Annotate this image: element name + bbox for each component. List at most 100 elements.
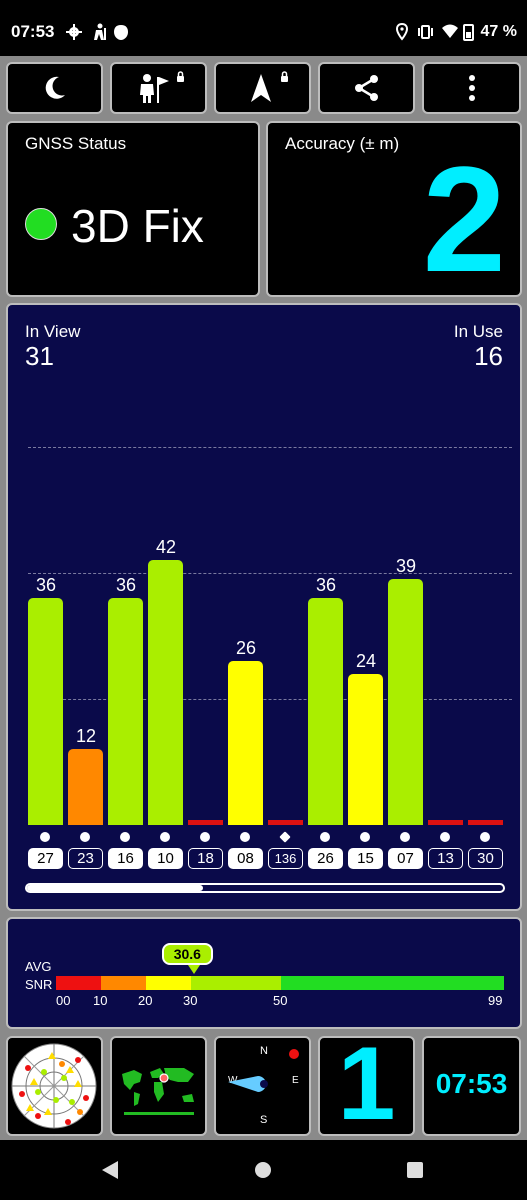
home-icon[interactable] [255,1162,271,1178]
in-use-label: In Use [453,322,503,341]
snr-bar-label: 36 [115,575,137,596]
snr-bar-label: 42 [155,537,177,558]
snr-average-panel[interactable]: AVG SNR 00 10 20 30 50 99 30.6 [6,917,522,1029]
satellite-id[interactable]: 18 [188,848,223,869]
avg-snr-value: 30.6 [173,946,201,962]
location-icon [396,22,409,41]
satellite-id[interactable]: 16 [108,848,143,869]
snr-scale-segment [146,976,191,990]
snr-scale-segment [191,976,281,990]
satellite-id[interactable]: 15 [348,848,383,869]
circle-marker-icon [40,832,50,842]
gnss-status-panel[interactable]: GNSS Status 3D Fix [6,121,260,297]
chart-scroll-thumb[interactable] [27,885,204,891]
gnss-fix-status: 3D Fix [71,200,204,252]
snr-scale-bar [56,976,504,990]
snr-bar-chart: 36 27 12 23 36 16 42 10 18 26 08 136 36 26 24 15 39 07 13 3… [8,305,520,909]
circle-marker-icon [400,832,410,842]
status-icons-right: 47 % [396,22,517,42]
in-view-count: 31 [25,341,54,371]
app-content: GNSS Status 3D Fix Accuracy (± m) 2 In V… [0,56,527,1140]
avg-label: AVG [25,959,52,974]
snr-bar [68,749,103,825]
circle-marker-icon [160,832,170,842]
clock-tile[interactable]: 07:53 [422,1036,521,1136]
snr-tick-label: 20 [138,993,153,1008]
snr-bar-label: 39 [395,556,417,577]
snr-bar [428,820,463,825]
snr-scale-segment [101,976,146,990]
accuracy-title: Accuracy (± m) [285,134,400,153]
snr-bar-label: 36 [35,575,57,596]
status-time: 07:53 [11,22,55,41]
snr-bar [108,598,143,825]
gear-icon [66,24,82,40]
more-options-button[interactable] [422,62,521,114]
circle-marker-icon [440,832,450,842]
snr-tick-label: 50 [273,993,288,1008]
satellite-id[interactable]: 136 [268,848,303,869]
back-icon[interactable] [102,1161,118,1179]
circle-marker-icon [480,832,490,842]
satellite-id[interactable]: 13 [428,848,463,869]
snr-bar [348,673,383,825]
circle-marker-icon [360,832,370,842]
in-use-count: 16 [474,341,503,371]
compass-tile[interactable]: N E S W [214,1036,311,1136]
sky-view-tile[interactable] [6,1036,103,1136]
satellite-id[interactable]: 07 [388,848,423,869]
navigation-button[interactable] [214,62,311,114]
avg-snr-pointer [187,965,200,974]
in-view-label: In View [25,322,81,341]
satellite-id[interactable]: 30 [468,848,503,869]
vibrate-icon [418,25,434,39]
chart-gridline [28,699,512,700]
big-number-tile[interactable]: 1 [318,1036,415,1136]
circle-marker-icon [80,832,90,842]
hiker-flag-button[interactable] [110,62,207,114]
diamond-marker-icon [279,831,291,843]
compass-east: E [292,1075,299,1086]
snr-tick-label: 00 [56,993,71,1008]
circle-marker-icon [320,832,330,842]
circle-marker-icon [120,832,130,842]
status-bar: 07:53 [0,0,527,62]
shield-icon [114,25,128,40]
satellite-signal-panel[interactable]: In View 31 In Use 16 36 27 12 23 36 16 42 10 18 2… [6,303,522,911]
snr-tick-label: 30 [183,993,198,1008]
accuracy-value: 2 [422,135,506,303]
snr-tick-label: 99 [488,993,503,1008]
world-map-tile[interactable] [110,1036,207,1136]
chart-scroll-track[interactable] [25,883,505,893]
navigation-arrow-icon [250,71,288,102]
avg-snr-badge: 30.6 [161,943,213,965]
satellite-id[interactable]: 08 [228,848,263,869]
hiker-icon [94,23,106,40]
snr-scale-ticks: 00 10 20 30 50 99 [56,993,504,1009]
share-button[interactable] [318,62,415,114]
circle-marker-icon [200,832,210,842]
snr-bar-label: 12 [75,726,97,747]
satellite-id[interactable]: 23 [68,848,103,869]
snr-scale-segment [56,976,101,990]
satellite-id[interactable]: 26 [308,848,343,869]
snr-label: SNR [25,977,53,992]
compass-north: N [260,1045,268,1057]
navigation-bar [0,1140,527,1200]
fix-indicator-dot [25,208,57,240]
accuracy-panel[interactable]: Accuracy (± m) 2 [266,121,522,303]
more-vert-icon [468,75,475,101]
snr-bar [268,820,303,825]
night-mode-button[interactable] [6,62,103,114]
satellite-id[interactable]: 10 [148,848,183,869]
circle-marker-icon [240,832,250,842]
compass-west: W [228,1075,238,1086]
snr-bar [468,820,503,825]
share-icon [354,75,378,101]
snr-bar [308,598,343,825]
snr-bar [148,560,183,825]
world-map-icon [122,1068,194,1115]
recents-icon[interactable] [407,1162,423,1178]
snr-bar-label: 26 [235,638,257,659]
satellite-id[interactable]: 27 [28,848,63,869]
